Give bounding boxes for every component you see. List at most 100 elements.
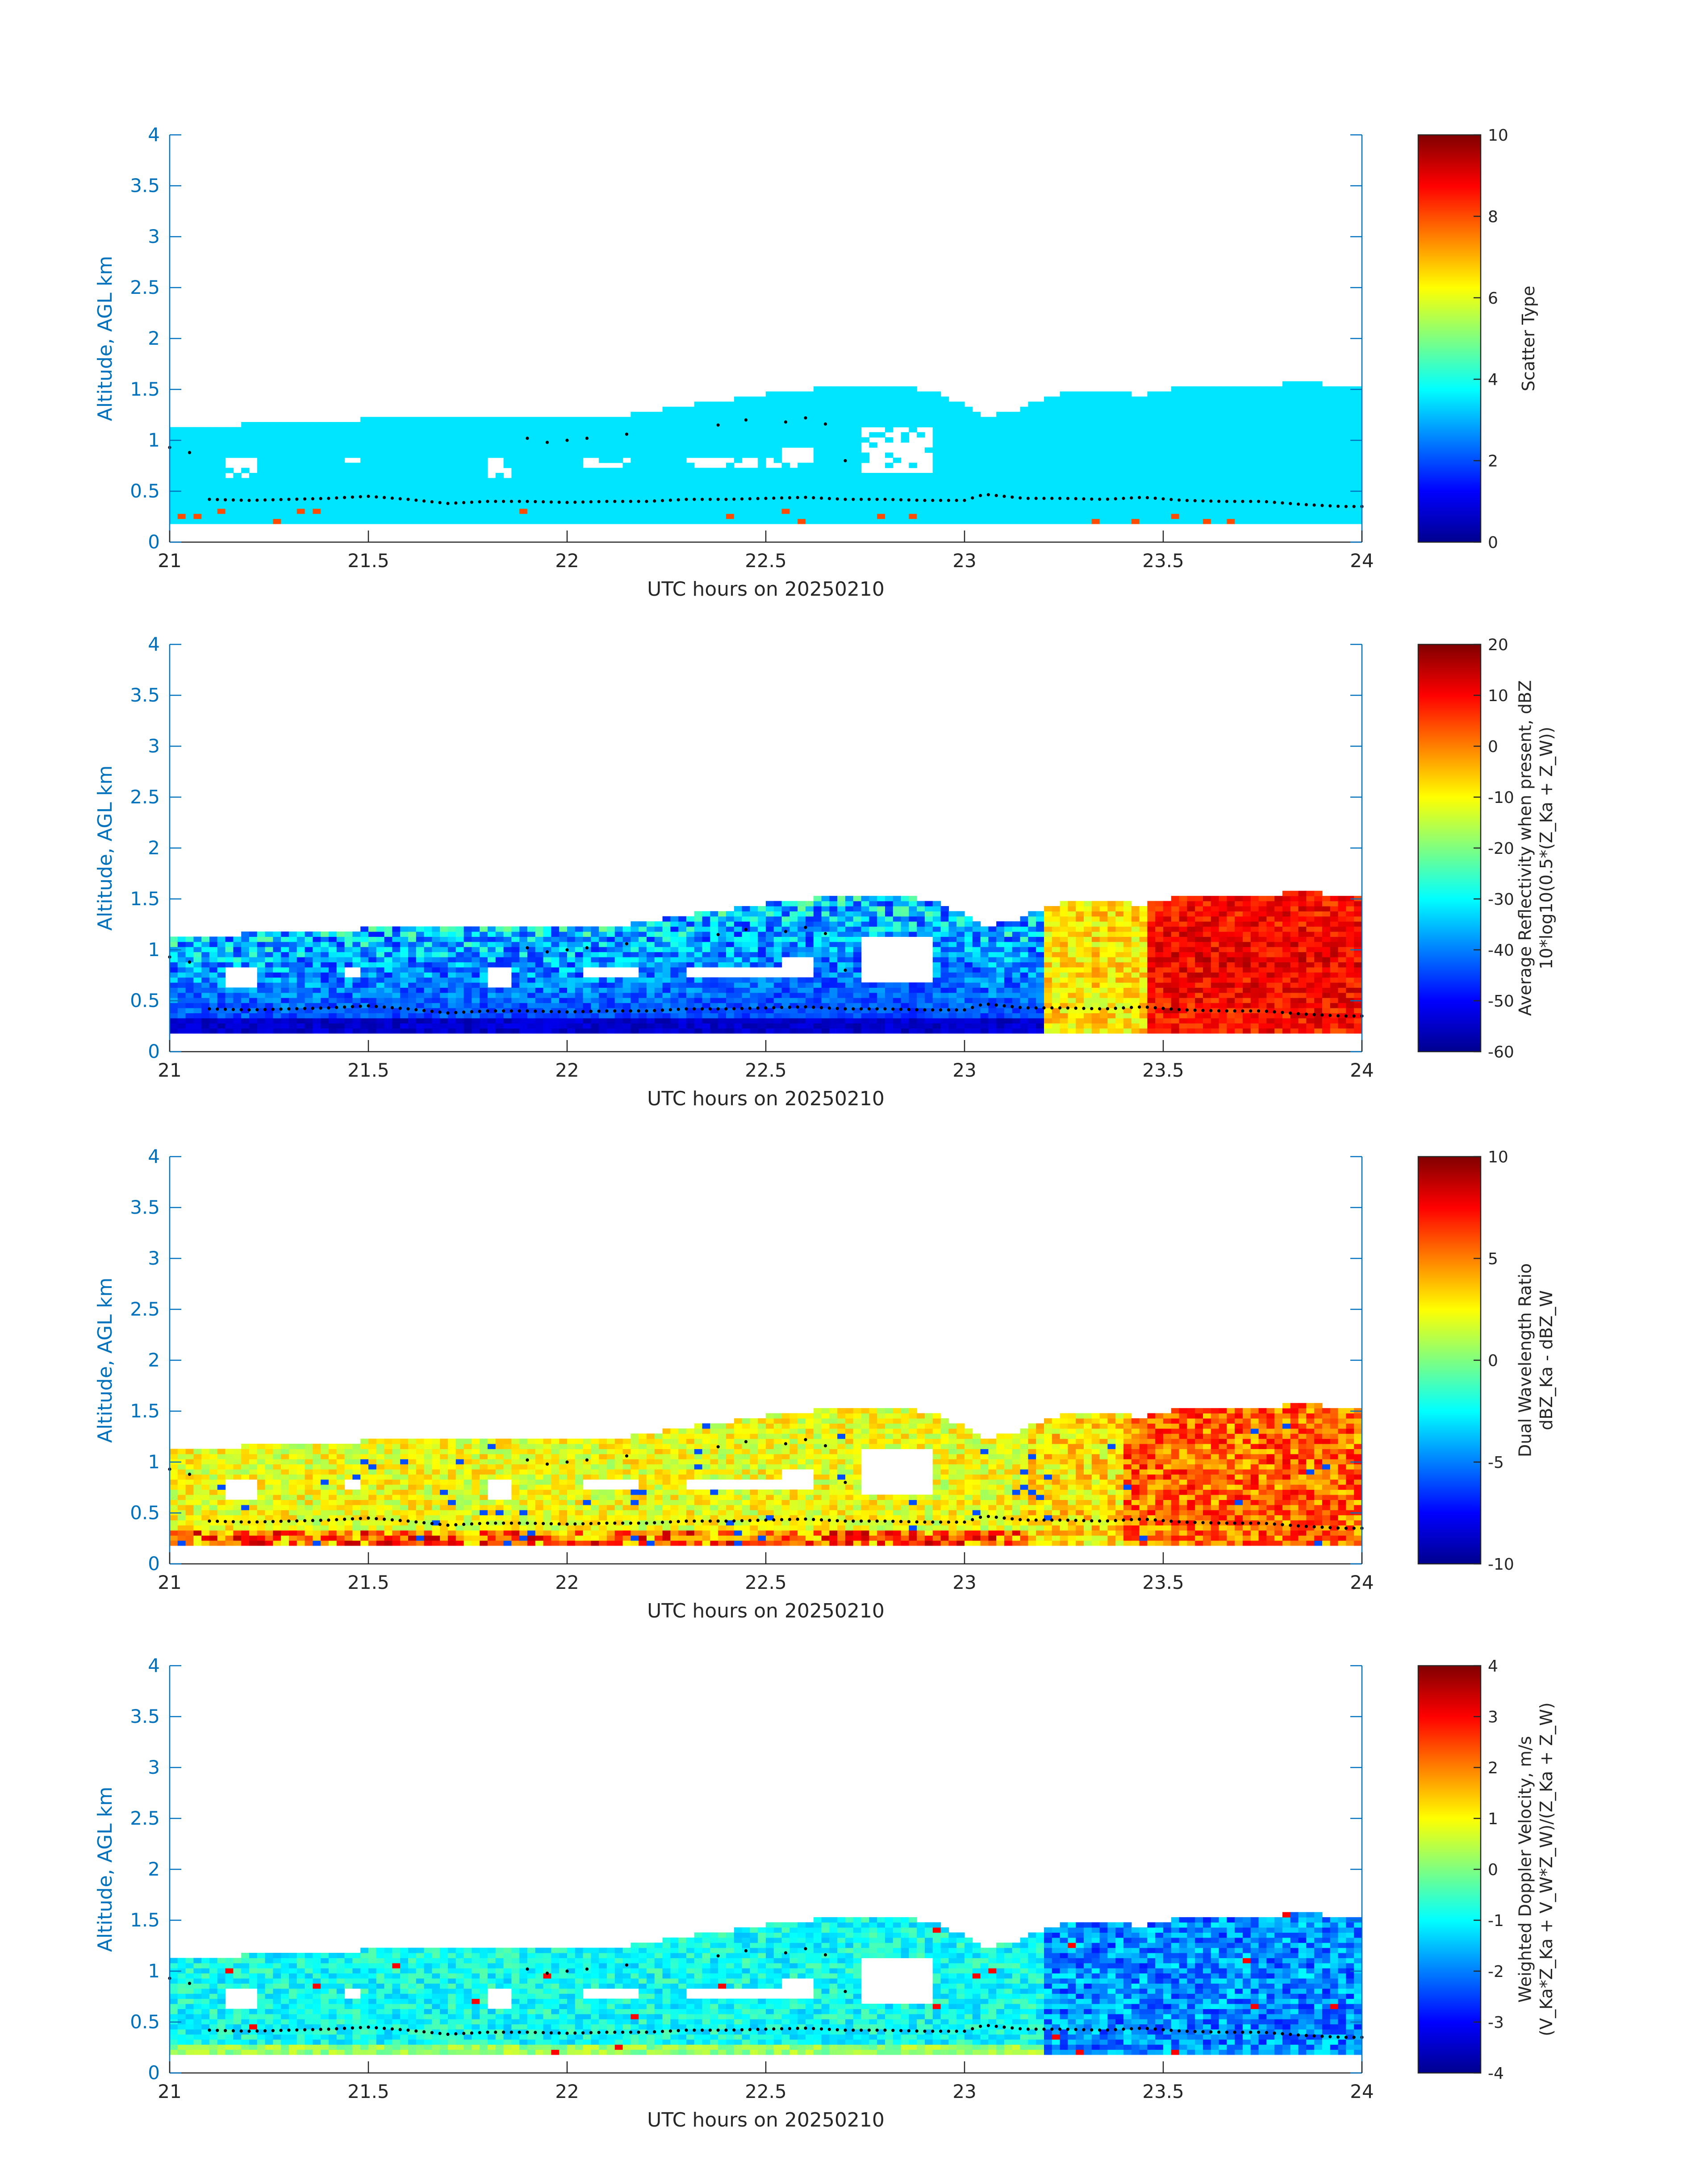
heatmap-cell: [1187, 412, 1195, 418]
heatmap-cell: [432, 962, 440, 968]
heatmap-cell: [742, 442, 750, 448]
heatmap-cell: [265, 1028, 273, 1034]
heatmap-cell: [472, 972, 480, 978]
heatmap-cell: [1274, 422, 1283, 427]
heatmap-cell: [789, 472, 798, 478]
heatmap-cell: [519, 926, 528, 932]
heatmap-cell: [877, 508, 885, 514]
heatmap-cell: [511, 457, 520, 463]
heatmap-cell: [249, 514, 258, 519]
heatmap-cell: [1211, 412, 1219, 418]
heatmap-cell: [1060, 514, 1068, 519]
heatmap-cell: [321, 472, 329, 478]
heatmap-cell: [265, 1007, 273, 1013]
heatmap-cell: [1322, 463, 1331, 468]
heatmap-cell: [209, 457, 218, 463]
heatmap-cell: [1139, 396, 1148, 402]
heatmap-cell: [1091, 417, 1100, 422]
heatmap-cell: [424, 427, 432, 433]
heatmap-cell: [1187, 427, 1195, 433]
heatmap-cell: [607, 457, 615, 463]
heatmap-cell: [1052, 396, 1061, 402]
heatmap-cell: [639, 998, 647, 1003]
heatmap-cell: [607, 503, 615, 509]
heatmap-cell: [424, 967, 432, 973]
heatmap-cell: [773, 422, 782, 427]
heatmap-cell: [360, 1013, 369, 1019]
heatmap-cell: [265, 437, 273, 443]
heatmap-cell: [329, 931, 337, 937]
heatmap-cell: [273, 1007, 281, 1013]
heatmap-cell: [368, 926, 377, 932]
heatmap-cell: [503, 926, 512, 932]
cloud-top-dot: [585, 436, 589, 440]
heatmap-cell: [170, 457, 178, 463]
heatmap-cell: [1044, 508, 1052, 514]
heatmap-cell: [265, 1003, 273, 1008]
heatmap-cell: [781, 417, 790, 422]
heatmap-cell: [440, 1023, 448, 1029]
heatmap-cell: [1243, 396, 1251, 402]
heatmap-cell: [742, 472, 750, 478]
heatmap-cell: [829, 396, 838, 402]
heatmap-cell: [1147, 447, 1156, 453]
heatmap-cell: [614, 957, 623, 962]
heatmap-cell: [400, 998, 409, 1003]
heatmap-cell: [1250, 401, 1259, 407]
heatmap-cell: [384, 941, 393, 947]
heatmap-cell: [678, 967, 687, 973]
heatmap-cell: [972, 463, 981, 468]
heatmap-cell: [1179, 498, 1187, 504]
heatmap-cell: [225, 447, 234, 453]
heatmap-cell: [257, 982, 266, 988]
heatmap-cell: [1314, 463, 1323, 468]
heatmap-cell: [543, 967, 551, 973]
heatmap-cell: [575, 518, 584, 524]
heatmap-cell: [464, 957, 472, 962]
heatmap-cell: [1290, 432, 1299, 438]
heatmap-cell: [344, 998, 353, 1003]
heatmap-cell: [678, 508, 687, 514]
heatmap-cell: [750, 432, 758, 438]
heatmap-cell: [710, 472, 718, 478]
heatmap-cell: [662, 962, 671, 968]
heatmap-cell: [392, 936, 401, 942]
heatmap-cell: [480, 514, 488, 519]
heatmap-cell: [702, 947, 710, 953]
heatmap-cell: [1084, 427, 1092, 433]
heatmap-cell: [925, 401, 933, 407]
heatmap-cell: [511, 437, 520, 443]
heatmap-cell: [503, 422, 512, 427]
heatmap-cell: [384, 936, 393, 942]
heatmap-cell: [821, 488, 830, 494]
heatmap-cell: [1155, 514, 1164, 519]
heatmap-cell: [400, 483, 409, 489]
heatmap-cell: [1227, 478, 1235, 484]
heatmap-cell: [273, 962, 281, 968]
heatmap-cell: [948, 508, 957, 514]
heatmap-cell: [313, 422, 321, 427]
heatmap-cell: [575, 483, 584, 489]
heatmap-cell: [917, 412, 925, 418]
heatmap-cell: [861, 412, 869, 418]
heatmap-cell: [734, 427, 743, 433]
heatmap-cell: [273, 468, 281, 473]
heatmap-cell: [1068, 401, 1076, 407]
heatmap-cell: [773, 432, 782, 438]
heatmap-cell: [472, 493, 480, 499]
heatmap-cell: [543, 422, 551, 427]
heatmap-cell: [925, 493, 933, 499]
heatmap-cell: [1274, 503, 1283, 509]
heatmap-cell: [869, 406, 877, 412]
heatmap-cell: [845, 391, 854, 397]
heatmap-cell: [893, 518, 902, 524]
heatmap-cell: [511, 478, 520, 484]
heatmap-cell: [583, 493, 591, 499]
heatmap-cell: [877, 518, 885, 524]
heatmap-cell: [1139, 401, 1148, 407]
heatmap-cell: [678, 452, 687, 458]
heatmap-cell: [909, 483, 917, 489]
heatmap-cell: [631, 1013, 639, 1019]
heatmap-cell: [932, 422, 941, 427]
heatmap-cell: [813, 457, 822, 463]
